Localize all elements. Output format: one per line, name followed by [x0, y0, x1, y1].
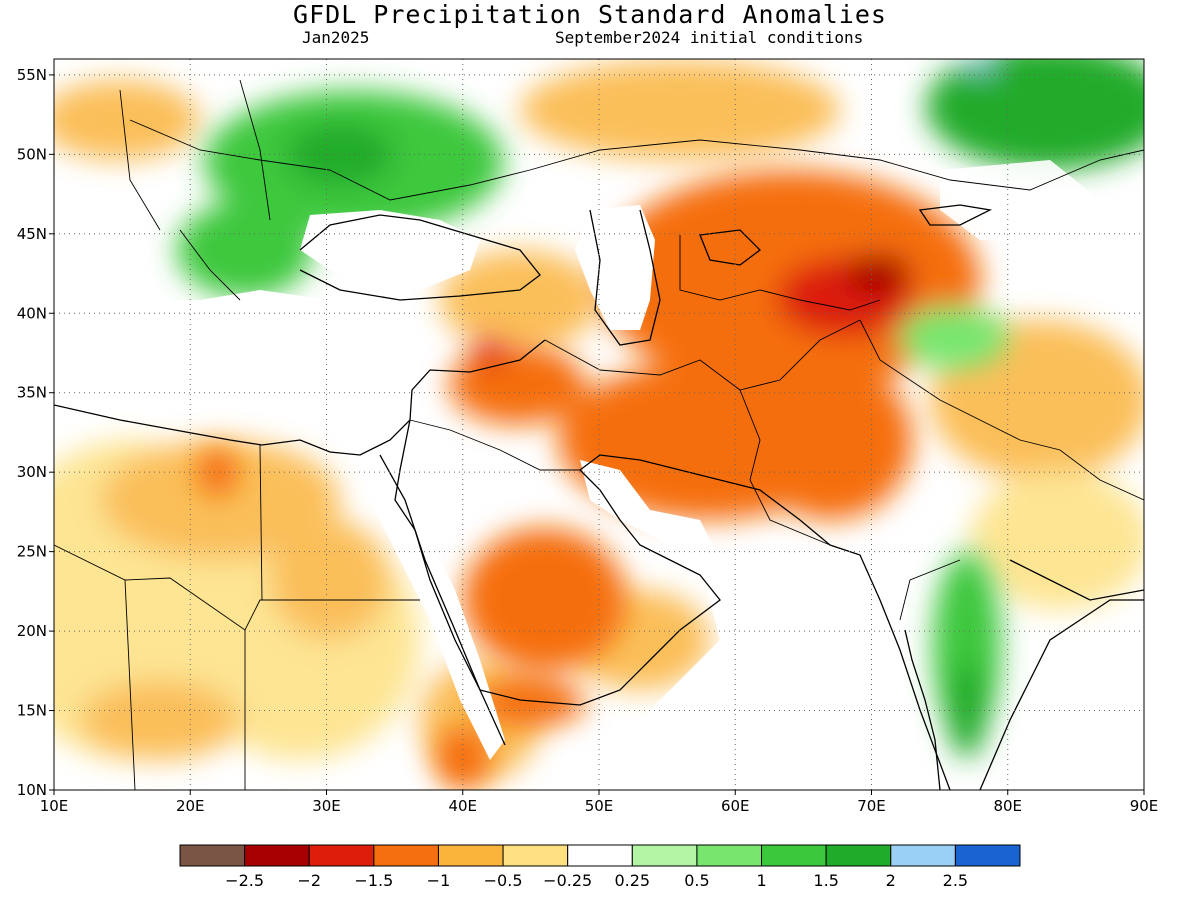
coastlines [54, 204, 1144, 790]
colorbar: −2.5 −2 −1.5 −1 −0.5 −0.25 0.25 0.5 1 1.5 2 2.5 [179, 844, 1021, 890]
colorbar-label: −1.5 [354, 871, 393, 890]
x-tick-label: 40E [448, 797, 477, 815]
colorbar-label: −1 [427, 871, 451, 890]
colorbar-swatch [825, 844, 892, 867]
colorbar-label: −2 [297, 871, 321, 890]
colorbar-swatch [761, 844, 827, 867]
anomaly-region-india-wet-core [946, 662, 988, 759]
y-tick-label: 35N [17, 384, 47, 402]
colorbar-swatch [308, 844, 375, 867]
y-tick-label: 40N [17, 304, 47, 322]
y-tick-label: 10N [17, 781, 47, 799]
anomaly-region-ukraine-wet-core [285, 122, 395, 187]
anomaly-region-siberia-blue [964, 59, 997, 72]
colorbar-label: 0.5 [684, 871, 709, 890]
anomaly-region-siberia-wet [926, 59, 1144, 171]
colorbar-label: −0.5 [484, 871, 523, 890]
anomaly-region-tajik-darkred [844, 252, 913, 295]
y-tick-label: 30N [17, 463, 47, 481]
colorbar-swatch [567, 844, 633, 867]
colorbar-label: 2.5 [943, 871, 968, 890]
x-tick-label: 90E [1130, 797, 1159, 815]
anomaly-region-turkey-core [469, 340, 511, 366]
colorbar-swatch [437, 844, 504, 867]
x-tick-label: 10E [40, 797, 69, 815]
anomaly-region-china-wet [898, 305, 1008, 369]
map-title: GFDL Precipitation Standard Anomalies [293, 0, 887, 29]
y-tick-label: 25N [17, 543, 47, 561]
y-tick-label: 15N [17, 702, 47, 720]
x-tick-label: 70E [857, 797, 886, 815]
y-tick-label: 50N [17, 145, 47, 163]
borders [54, 79, 1144, 790]
y-tick-label: 55N [17, 66, 47, 84]
water-masks [54, 160, 1100, 790]
colorbar-label: −0.25 [543, 871, 592, 890]
colorbar-swatch [502, 844, 569, 867]
colorbar-label: 2 [886, 871, 896, 890]
colorbar-swatch [373, 844, 439, 867]
anomaly-region-iraq-dry [449, 345, 586, 425]
colorbar-label: 0.25 [614, 871, 650, 890]
y-tick-label: 45N [17, 225, 47, 243]
colorbar-swatch [696, 844, 763, 867]
y-tick-label: 20N [17, 622, 47, 640]
anomaly-region-ethiopia-dry [435, 726, 490, 790]
colorbar-label: 1.5 [813, 871, 838, 890]
colorbar-swatch [244, 844, 310, 867]
colorbar-swatch [890, 844, 956, 867]
anomaly-region-balkans-wet [176, 202, 313, 298]
colorbar-swatch [179, 844, 246, 867]
x-tick-label: 50E [585, 797, 614, 815]
colorbar-label: 1 [756, 871, 766, 890]
forecast-month: Jan2025 [302, 28, 370, 47]
x-tick-label: 20E [176, 797, 205, 815]
x-tick-label: 30E [312, 797, 341, 815]
x-tick-label: 60E [721, 797, 750, 815]
colorbar-swatch [954, 844, 1021, 867]
anomaly-region-yemen-dry [476, 678, 586, 727]
plot-area [54, 59, 1144, 790]
colorbar-label: −2.5 [225, 871, 264, 890]
initial-conditions: September2024 initial conditions [555, 28, 864, 47]
colorbar-swatch [631, 844, 698, 867]
anomaly-region-egypt-dry [197, 448, 238, 497]
anomaly-region-arabia-dry [462, 527, 627, 671]
x-tick-label: 80E [993, 797, 1022, 815]
anomaly-region-afghan-pak-dry [748, 360, 913, 520]
